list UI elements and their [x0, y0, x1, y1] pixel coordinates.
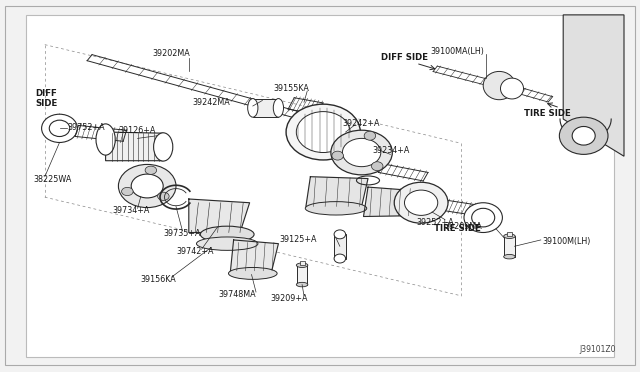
Ellipse shape	[196, 237, 258, 250]
Ellipse shape	[296, 112, 350, 153]
Ellipse shape	[305, 202, 367, 215]
Text: 39209+A: 39209+A	[271, 294, 308, 303]
Ellipse shape	[248, 99, 258, 117]
Text: 39735+A: 39735+A	[163, 229, 201, 238]
Text: 39209MA: 39209MA	[445, 222, 483, 231]
Text: DIFF
SIDE: DIFF SIDE	[35, 89, 58, 108]
Ellipse shape	[334, 254, 346, 263]
Ellipse shape	[559, 117, 608, 154]
Bar	[334, 234, 346, 259]
Text: DIFF SIDE: DIFF SIDE	[381, 53, 428, 62]
Ellipse shape	[483, 71, 515, 100]
Text: 38225WA: 38225WA	[34, 175, 72, 184]
Text: 39242+A: 39242+A	[342, 119, 380, 128]
Text: TIRE SIDE: TIRE SIDE	[524, 109, 571, 118]
Ellipse shape	[286, 104, 360, 160]
Ellipse shape	[131, 174, 163, 198]
Text: 39155KA: 39155KA	[273, 84, 309, 93]
Ellipse shape	[332, 151, 344, 160]
Ellipse shape	[157, 192, 169, 201]
Bar	[507, 232, 512, 236]
Ellipse shape	[118, 164, 176, 208]
Ellipse shape	[394, 182, 448, 223]
Text: 39156KA: 39156KA	[141, 275, 177, 283]
Ellipse shape	[504, 254, 515, 259]
Text: 39126+A: 39126+A	[119, 126, 156, 135]
Ellipse shape	[49, 120, 70, 137]
Text: 39752+A: 39752+A	[68, 123, 106, 132]
Ellipse shape	[504, 234, 515, 238]
Bar	[300, 261, 305, 265]
Polygon shape	[189, 199, 250, 232]
Text: 39734+A: 39734+A	[112, 206, 149, 215]
Ellipse shape	[334, 230, 346, 239]
Ellipse shape	[331, 130, 392, 175]
Ellipse shape	[472, 208, 495, 227]
Bar	[253, 99, 278, 117]
Text: 39234+A: 39234+A	[372, 146, 410, 155]
Text: 39748MA: 39748MA	[218, 290, 255, 299]
Text: 39100M(LH): 39100M(LH)	[543, 237, 591, 246]
Ellipse shape	[145, 166, 157, 174]
Bar	[297, 265, 307, 285]
Ellipse shape	[273, 99, 284, 117]
Text: J39101Z0: J39101Z0	[579, 345, 616, 354]
Ellipse shape	[364, 131, 376, 140]
Text: 39252+A: 39252+A	[417, 218, 454, 227]
Text: TIRE SIDE: TIRE SIDE	[434, 224, 481, 233]
Ellipse shape	[500, 78, 524, 99]
Text: 39202MA: 39202MA	[153, 49, 190, 58]
Ellipse shape	[122, 187, 133, 196]
Ellipse shape	[42, 114, 77, 142]
Text: 39242MA: 39242MA	[193, 98, 230, 107]
Ellipse shape	[371, 162, 383, 171]
Ellipse shape	[200, 226, 254, 243]
Ellipse shape	[464, 203, 502, 232]
Bar	[504, 236, 515, 257]
Ellipse shape	[296, 263, 308, 267]
Ellipse shape	[154, 133, 173, 161]
Text: 39125+A: 39125+A	[279, 235, 317, 244]
Text: 39100MA(LH): 39100MA(LH)	[431, 47, 484, 56]
Polygon shape	[364, 187, 413, 217]
Polygon shape	[230, 240, 278, 272]
Ellipse shape	[404, 190, 438, 215]
Polygon shape	[563, 15, 624, 156]
Ellipse shape	[96, 124, 115, 155]
Polygon shape	[106, 132, 163, 161]
Ellipse shape	[296, 282, 308, 287]
Ellipse shape	[342, 138, 381, 167]
Ellipse shape	[228, 267, 277, 279]
Polygon shape	[306, 177, 368, 206]
Text: 39742+A: 39742+A	[176, 247, 214, 256]
Ellipse shape	[572, 126, 595, 145]
